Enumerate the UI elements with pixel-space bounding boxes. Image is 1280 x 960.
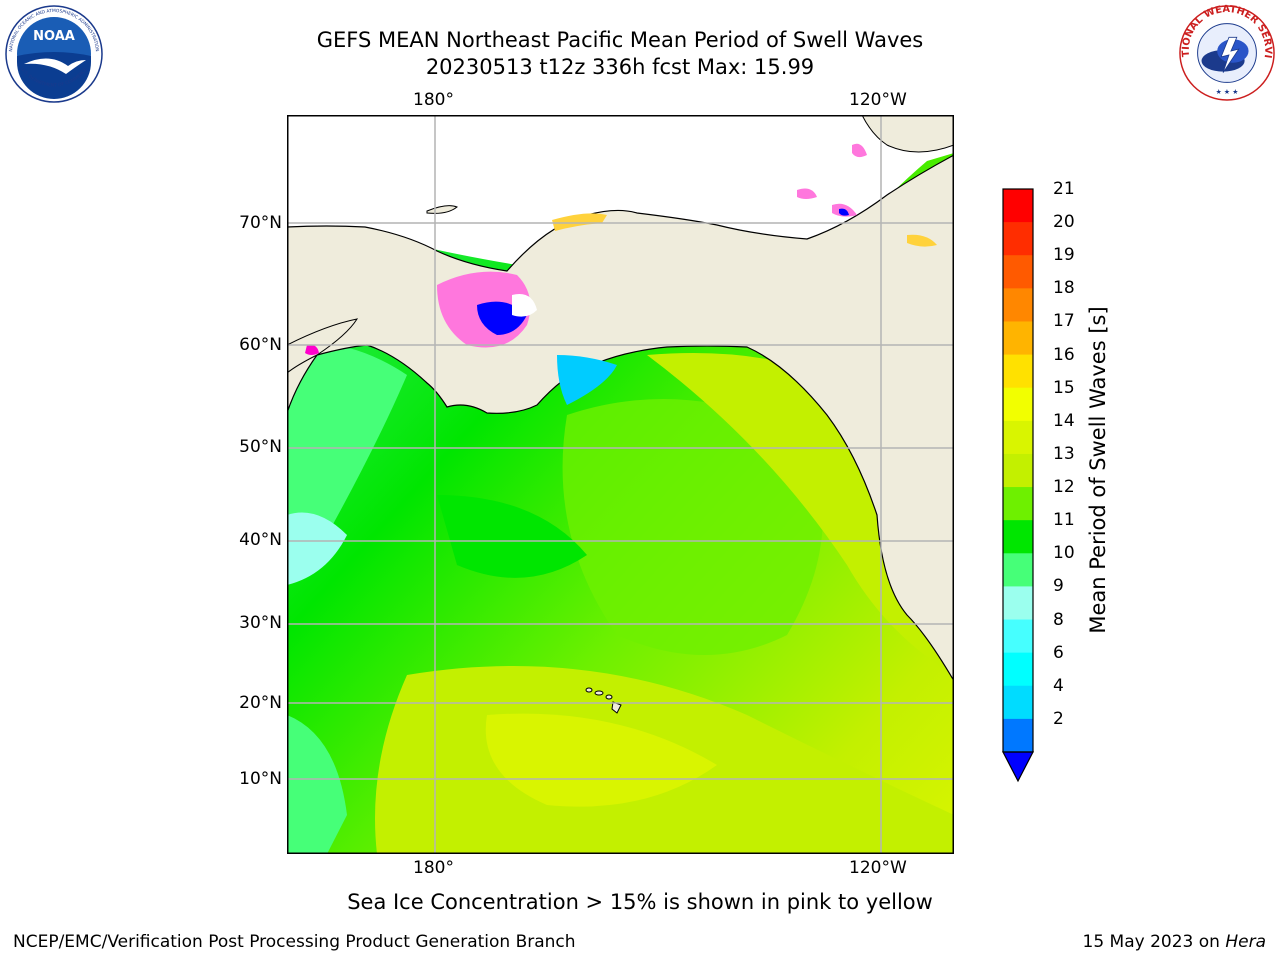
colorbar-tick-label: 6 xyxy=(1053,642,1064,663)
colorbar-segment xyxy=(1003,354,1033,389)
colorbar-segment xyxy=(1003,685,1033,720)
colorbar-segment xyxy=(1003,586,1033,621)
colorbar-segment xyxy=(1003,387,1033,422)
colorbar-tick-label: 14 xyxy=(1053,410,1075,431)
map-panel xyxy=(287,115,954,854)
colorbar-tick-label: 11 xyxy=(1053,510,1075,531)
colorbar-tick-label: 18 xyxy=(1053,278,1075,299)
colorbar-frame xyxy=(1002,188,1034,753)
colorbar xyxy=(1002,188,1034,783)
colorbar-tick-label: 16 xyxy=(1053,344,1075,365)
footer-date-text: 15 May 2023 on xyxy=(1082,932,1220,952)
colorbar-segment xyxy=(1003,487,1033,521)
lat-label-40n: 40°N xyxy=(239,530,282,550)
footer-credit: NCEP/EMC/Verification Post Processing Pr… xyxy=(13,932,576,952)
colorbar-segment xyxy=(1003,420,1033,455)
colorbar-segment xyxy=(1003,255,1033,289)
colorbar-tick-label: 21 xyxy=(1053,179,1075,199)
sea-ice-caption: Sea Ice Concentration > 15% is shown in … xyxy=(347,890,933,914)
lat-label-70n: 70°N xyxy=(239,213,282,233)
colorbar-underflow-triangle xyxy=(1002,751,1034,783)
colorbar-tick-label: 10 xyxy=(1053,543,1075,564)
lon-label-top-180: 180° xyxy=(413,90,454,110)
colorbar-segment xyxy=(1003,619,1033,654)
nws-logo: NATIONAL WEATHER SERVICE ★ ★ ★ xyxy=(1178,4,1275,101)
colorbar-tick-label: 20 xyxy=(1053,212,1075,233)
colorbar-segment xyxy=(1003,553,1033,587)
lat-label-60n: 60°N xyxy=(239,335,282,355)
lat-label-50n: 50°N xyxy=(239,437,282,457)
colorbar-tick-label: 13 xyxy=(1053,443,1075,464)
graticule xyxy=(287,115,954,854)
footer-machine: Hera xyxy=(1225,932,1266,952)
colorbar-segment xyxy=(1003,652,1033,687)
lon-label-top-120w: 120°W xyxy=(849,90,907,110)
lon-label-bottom-180: 180° xyxy=(413,858,454,878)
colorbar-tick-label: 9 xyxy=(1053,576,1064,597)
footer-date: 15 May 2023 on Hera xyxy=(1083,932,1267,952)
colorbar-label: Mean Period of Swell Waves [s] xyxy=(1086,306,1110,634)
sea-ice xyxy=(305,143,937,405)
lat-label-10n: 10°N xyxy=(239,769,282,789)
lat-label-30n: 30°N xyxy=(239,613,282,633)
colorbar-tick-label: 15 xyxy=(1053,377,1075,398)
svg-text:★ ★ ★: ★ ★ ★ xyxy=(1216,88,1239,96)
colorbar-tick-label: 8 xyxy=(1053,609,1064,630)
colorbar-tick-label: 12 xyxy=(1053,477,1075,498)
colorbar-segment xyxy=(1003,288,1033,322)
map-frame xyxy=(287,115,954,854)
colorbar-segment xyxy=(1003,718,1033,753)
colorbar-segment xyxy=(1003,189,1033,223)
colorbar-segment xyxy=(1003,520,1033,554)
colorbar-segment xyxy=(1003,453,1033,488)
colorbar-tick-label: 2 xyxy=(1053,708,1064,729)
lon-label-bottom-120w: 120°W xyxy=(849,858,907,878)
title-line-2: 20230513 t12z 336h fcst Max: 15.99 xyxy=(425,55,815,79)
noaa-logo: NOAA NATIONAL OCEANIC AND ATMOSPHERIC AD… xyxy=(5,5,103,103)
colorbar-segment xyxy=(1003,222,1033,256)
title-line-1: GEFS MEAN Northeast Pacific Mean Period … xyxy=(316,28,924,52)
svg-text:NOAA: NOAA xyxy=(33,29,75,44)
colorbar-tick-label: 17 xyxy=(1053,311,1075,332)
hawaii-islands xyxy=(585,687,622,714)
colorbar-segment xyxy=(1003,321,1033,356)
colorbar-tick-label: 19 xyxy=(1053,245,1075,266)
colorbar-tick-label: 4 xyxy=(1053,675,1064,696)
lat-label-20n: 20°N xyxy=(239,693,282,713)
